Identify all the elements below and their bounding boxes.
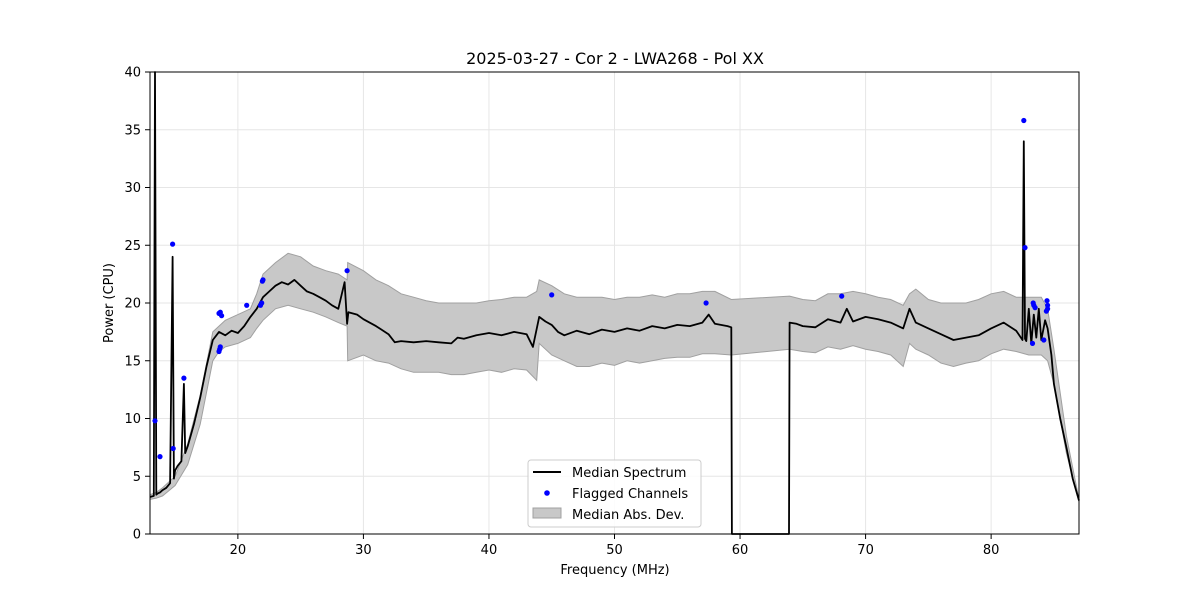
legend-flagged-label: Flagged Channels xyxy=(572,487,688,502)
flagged-channel-point xyxy=(1044,298,1050,304)
y-tick-label: 15 xyxy=(124,354,141,369)
y-tick-label: 0 xyxy=(133,528,141,543)
flagged-channel-point xyxy=(217,344,223,350)
flagged-channel-point xyxy=(217,309,223,315)
x-tick-label: 70 xyxy=(857,543,874,558)
flagged-channel-point xyxy=(703,300,709,306)
flagged-channel-point xyxy=(157,454,163,460)
y-tick-label: 35 xyxy=(124,123,141,138)
chart-title: 2025-03-27 - Cor 2 - LWA268 - Pol XX xyxy=(466,49,764,68)
y-axis-label: Power (CPU) xyxy=(102,263,117,343)
flagged-channel-point xyxy=(259,300,265,306)
flagged-channel-point xyxy=(260,277,266,283)
x-tick-label: 60 xyxy=(732,543,749,558)
flagged-channel-point xyxy=(152,418,158,424)
x-tick-label: 50 xyxy=(606,543,623,558)
flagged-channel-point xyxy=(1030,300,1036,306)
flagged-points-layer xyxy=(152,117,1051,460)
y-tick-label: 5 xyxy=(133,470,141,485)
x-tick-label: 80 xyxy=(983,543,1000,558)
legend-mad-label: Median Abs. Dev. xyxy=(572,508,684,523)
flagged-channel-point xyxy=(181,375,187,381)
median-spectrum-line xyxy=(149,71,1080,535)
flagged-channel-point xyxy=(1029,340,1036,346)
x-tick-label: 30 xyxy=(355,543,372,558)
legend-flagged-swatch xyxy=(544,490,550,496)
x-tick-label: 40 xyxy=(481,543,498,558)
flagged-channel-point xyxy=(549,292,555,298)
y-axis-ticks: 0 5 10 15 20 25 30 35 40 xyxy=(124,66,150,543)
flagged-channel-point xyxy=(839,293,845,299)
flagged-channel-point xyxy=(1041,337,1047,343)
flagged-channel-point xyxy=(1021,117,1027,124)
legend-median-label: Median Spectrum xyxy=(572,466,686,481)
legend-mad-swatch xyxy=(532,507,562,519)
legend: Median Spectrum Flagged Channels Median … xyxy=(527,459,702,528)
x-axis-ticks: 20 30 40 50 60 70 80 xyxy=(230,534,1000,558)
flagged-channel-point xyxy=(1045,302,1051,308)
flagged-channel-point xyxy=(244,302,250,308)
flagged-channel-point xyxy=(170,445,176,452)
y-tick-label: 10 xyxy=(124,412,141,427)
x-axis-label: Frequency (MHz) xyxy=(560,563,669,578)
y-tick-label: 30 xyxy=(124,181,141,196)
median-line-layer xyxy=(149,71,1080,535)
y-tick-label: 20 xyxy=(124,297,141,312)
y-tick-label: 25 xyxy=(124,239,141,254)
flagged-channel-point xyxy=(170,241,176,247)
flagged-channel-point xyxy=(344,268,350,274)
y-tick-label: 40 xyxy=(124,66,141,81)
x-tick-label: 20 xyxy=(230,543,247,558)
flagged-channel-point xyxy=(1032,305,1038,311)
flagged-channel-point xyxy=(1022,245,1028,251)
legend-box xyxy=(527,459,702,528)
